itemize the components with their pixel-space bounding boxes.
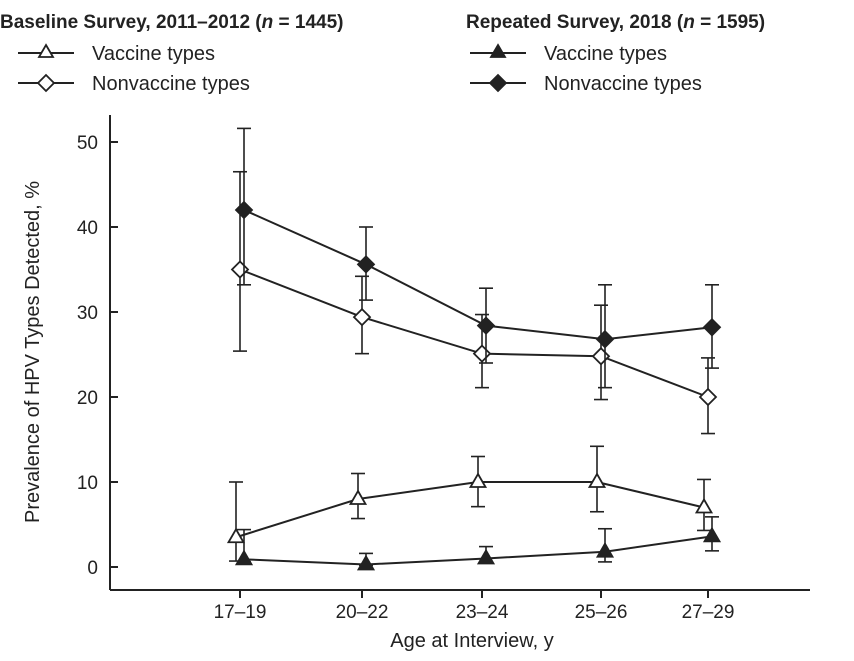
diamond-filled-icon xyxy=(488,73,508,93)
legend-entry-baseline-nonvaccine: Nonvaccine types xyxy=(18,73,250,95)
legend-label-repeated-nonvaccine: Nonvaccine types xyxy=(544,73,702,95)
x-tick-label: 20–22 xyxy=(336,602,389,623)
data-point xyxy=(226,527,246,544)
data-point xyxy=(356,255,376,274)
data-point xyxy=(468,472,488,488)
legend-label-baseline-vaccine: Vaccine types xyxy=(92,43,215,65)
y-tick-label: 0 xyxy=(87,558,98,579)
series-triangle-filled xyxy=(234,516,722,571)
data-point xyxy=(694,497,714,514)
series-triangle-open xyxy=(226,445,714,562)
data-point xyxy=(356,554,376,571)
legend-repeated: Repeated Survey, 2018 (n = 1595) Vaccine… xyxy=(466,12,765,95)
data-point xyxy=(352,307,372,327)
data-point xyxy=(230,260,250,279)
y-tick-label: 30 xyxy=(77,303,98,324)
data-point xyxy=(595,541,615,558)
x-tick-label: 17–19 xyxy=(214,602,267,623)
legend-entry-baseline-vaccine: Vaccine types xyxy=(18,43,215,65)
plot-area xyxy=(226,127,722,571)
x-tick-label: 27–29 xyxy=(682,602,735,623)
series-line xyxy=(243,535,713,566)
data-point xyxy=(595,329,615,349)
legend-title-baseline: Baseline Survey, 2011–2012 (n = 1445) xyxy=(0,12,343,33)
x-axis-ticks: 17–19 20–22 23–24 25–26 27–29 xyxy=(214,590,735,623)
y-axis-label: Prevalence of HPV Types Detected, % xyxy=(22,181,44,523)
y-tick-label: 50 xyxy=(77,133,98,154)
legend-label-baseline-nonvaccine: Nonvaccine types xyxy=(92,73,250,95)
legend-label-repeated-vaccine: Vaccine types xyxy=(544,43,667,65)
series-diamond-open xyxy=(230,170,718,435)
data-point xyxy=(702,526,722,543)
triangle-filled-icon xyxy=(489,43,507,58)
axes: 0 10 20 30 40 50 17–19 20–22 23–24 25–26 27–29 xyxy=(77,115,810,623)
data-point xyxy=(234,200,254,220)
data-point xyxy=(472,344,492,363)
data-point xyxy=(587,472,607,488)
series-diamond-filled xyxy=(234,127,722,389)
series-line xyxy=(235,481,705,539)
data-point xyxy=(702,318,722,337)
data-point xyxy=(234,549,254,566)
y-axis-ticks: 0 10 20 30 40 50 xyxy=(77,133,118,579)
legend-entry-repeated-nonvaccine: Nonvaccine types xyxy=(470,73,702,95)
data-point xyxy=(591,346,611,366)
legend-title-repeated: Repeated Survey, 2018 (n = 1595) xyxy=(466,12,765,33)
triangle-open-icon xyxy=(37,43,55,58)
data-point xyxy=(476,316,496,335)
diamond-open-icon xyxy=(36,73,56,93)
data-point xyxy=(348,489,368,505)
x-tick-label: 25–26 xyxy=(575,602,628,623)
legend-baseline: Baseline Survey, 2011–2012 (n = 1445) Va… xyxy=(0,12,343,95)
series-line xyxy=(243,209,713,341)
data-point xyxy=(476,548,496,565)
y-tick-label: 10 xyxy=(77,473,98,494)
y-tick-label: 40 xyxy=(77,218,98,239)
series-line xyxy=(239,268,709,398)
legend-entry-repeated-vaccine: Vaccine types xyxy=(470,43,667,65)
x-axis-label: Age at Interview, y xyxy=(390,630,553,652)
y-tick-label: 20 xyxy=(77,388,98,409)
data-point xyxy=(698,387,718,407)
x-tick-label: 23–24 xyxy=(456,602,509,623)
